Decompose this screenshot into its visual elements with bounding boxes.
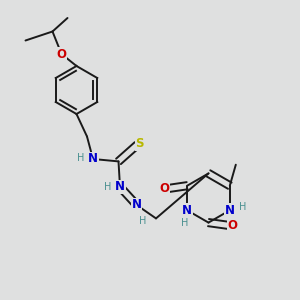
Text: S: S: [135, 137, 144, 150]
Text: O: O: [227, 219, 238, 232]
Text: H: H: [104, 182, 111, 192]
Text: N: N: [88, 152, 98, 166]
Text: N: N: [182, 204, 192, 217]
Text: O: O: [159, 182, 170, 195]
Text: H: H: [239, 202, 246, 212]
Text: N: N: [225, 204, 235, 217]
Text: O: O: [56, 47, 67, 61]
Text: N: N: [131, 198, 142, 212]
Text: N: N: [115, 180, 125, 194]
Text: H: H: [139, 216, 146, 226]
Text: H: H: [77, 153, 84, 164]
Text: H: H: [181, 218, 188, 228]
